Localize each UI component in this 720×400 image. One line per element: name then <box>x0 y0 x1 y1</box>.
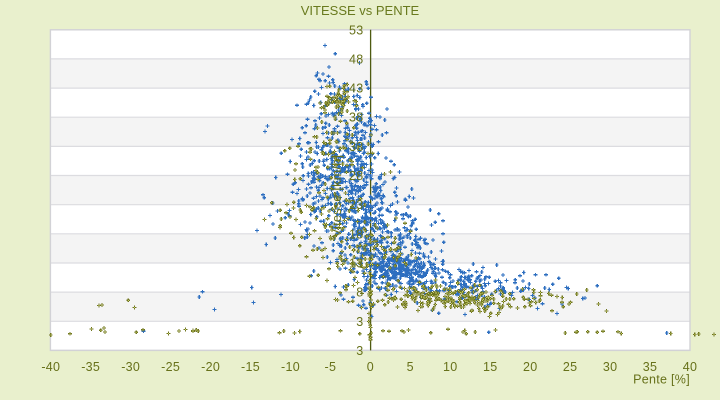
svg-text:-15: -15 <box>241 360 260 374</box>
svg-text:-20: -20 <box>201 360 220 374</box>
svg-text:18: 18 <box>349 227 364 241</box>
svg-text:43: 43 <box>349 82 364 96</box>
svg-text:-35: -35 <box>81 360 100 374</box>
svg-text:-5: -5 <box>325 360 337 374</box>
svg-text:35: 35 <box>643 360 658 374</box>
svg-text:Vitesse [km/h]: Vitesse [km/h] <box>330 155 344 237</box>
svg-text:48: 48 <box>349 52 364 66</box>
svg-text:-25: -25 <box>161 360 180 374</box>
svg-text:13: 13 <box>349 257 364 271</box>
svg-text:-10: -10 <box>281 360 300 374</box>
svg-text:5: 5 <box>407 360 414 374</box>
svg-text:Pente [%]: Pente [%] <box>633 373 690 387</box>
svg-text:15: 15 <box>483 360 498 374</box>
svg-text:30: 30 <box>603 360 618 374</box>
svg-text:38: 38 <box>349 111 364 125</box>
svg-text:10: 10 <box>443 360 458 374</box>
svg-text:28: 28 <box>349 169 364 183</box>
svg-text:-30: -30 <box>121 360 140 374</box>
svg-text:8: 8 <box>356 286 363 300</box>
svg-text:25: 25 <box>563 360 578 374</box>
svg-text:33: 33 <box>349 140 364 154</box>
svg-text:3: 3 <box>356 315 363 329</box>
svg-text:53: 53 <box>349 23 364 37</box>
svg-text:23: 23 <box>349 198 364 212</box>
svg-text:20: 20 <box>523 360 538 374</box>
svg-text:0: 0 <box>367 360 374 374</box>
svg-text:40: 40 <box>683 360 698 374</box>
svg-text:-40: -40 <box>41 360 60 374</box>
svg-text:3: 3 <box>356 344 363 358</box>
